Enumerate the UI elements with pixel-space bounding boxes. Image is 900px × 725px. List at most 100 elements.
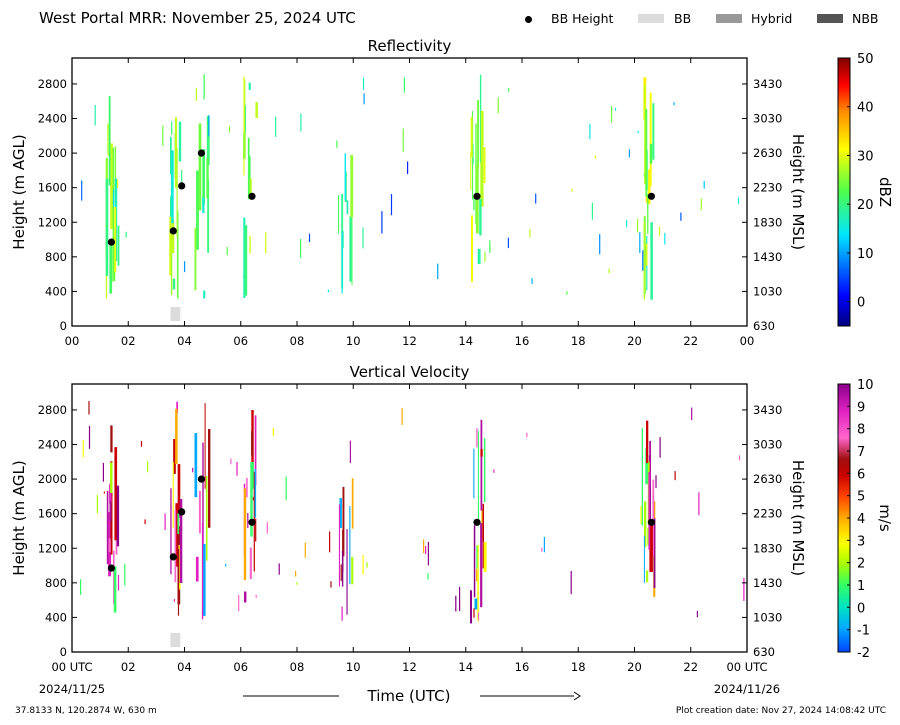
echo-speckle [698, 492, 700, 516]
bb-height-point [169, 227, 177, 235]
echo-streak [652, 479, 655, 557]
x-tick-label: 00 UTC [726, 660, 767, 674]
x-tick-label: 00 UTC [51, 660, 92, 674]
echo-speckle [103, 491, 105, 494]
bb-height-point [197, 475, 205, 483]
echo-speckle [628, 149, 630, 158]
echo-streak [202, 442, 204, 544]
echo-streak [477, 248, 481, 264]
colorbar-tick-label: 10 [857, 378, 874, 393]
y-tick-label: 400 [45, 610, 67, 624]
end-date-label: 2024/11/26 [714, 682, 780, 696]
echo-streak [476, 545, 478, 569]
colorbar-label: dBZ [876, 177, 894, 207]
echo-speckle [640, 505, 642, 524]
echo-streak [203, 74, 205, 100]
echo-streak [473, 448, 475, 499]
echo-speckle [476, 568, 478, 582]
y-tick-label: 0 [60, 319, 67, 333]
echo-streak [255, 102, 258, 118]
echo-speckle [626, 220, 628, 228]
colorbar-tick-label: 0 [857, 296, 865, 311]
bb-height-point [473, 192, 481, 200]
echo-speckle [296, 582, 298, 585]
echo-speckle [124, 563, 126, 586]
x-tick-label: 10 [346, 660, 361, 674]
bb-height-point [178, 508, 186, 516]
echo-streak [177, 549, 180, 616]
hybrid-legend-swatch [716, 14, 742, 23]
echo-streak [174, 117, 178, 188]
echo-streak [478, 612, 480, 621]
colorbar-tick-label: -2 [857, 646, 870, 661]
echo-speckle [94, 105, 96, 126]
echo-speckle [658, 226, 661, 237]
x-tick-label: 10 [346, 334, 361, 348]
echo-speckle [164, 513, 166, 530]
echo-streak [341, 230, 343, 294]
x-tick-label: 14 [458, 660, 473, 674]
echo-speckle [526, 432, 528, 438]
colorbar-tick-label: 9 [857, 400, 865, 415]
start-date-label: 2024/11/25 [39, 682, 105, 696]
echo-speckle [329, 531, 331, 553]
echo-streak [646, 570, 649, 583]
echo-streak [204, 403, 206, 489]
y-axis-label: Height (m AGL) [10, 134, 28, 249]
echo-streak [346, 200, 349, 215]
echo-streak [470, 116, 473, 158]
bb-height-point [178, 182, 186, 190]
echo-speckle [589, 123, 591, 140]
echo-streak [170, 230, 173, 296]
echo-speckle [639, 232, 641, 253]
y-right-tick-label: 1030 [753, 610, 782, 624]
echo-speckle [664, 232, 666, 245]
echo-streak [109, 242, 113, 294]
echo-speckle [140, 440, 143, 447]
colorbar-tick-label: 2 [857, 557, 865, 572]
echo-streak [477, 100, 479, 170]
echo-speckle [285, 476, 287, 501]
echo-field [81, 74, 740, 300]
echo-speckle [236, 461, 238, 476]
echo-speckle [423, 539, 425, 554]
x-tick-label: 14 [458, 334, 473, 348]
nbb-legend-label: NBB [852, 11, 879, 26]
echo-speckle [508, 88, 510, 92]
echo-speckle [362, 555, 364, 575]
colorbar-label: m/s [876, 504, 894, 532]
echo-streak [171, 121, 173, 136]
echo-speckle [655, 475, 657, 489]
echo-streak [208, 429, 211, 528]
echo-streak [650, 222, 653, 300]
echo-streak [206, 476, 208, 561]
echo-streak [351, 478, 354, 529]
echo-speckle [643, 172, 645, 177]
echo-speckle [81, 180, 83, 201]
echo-streak [247, 137, 250, 200]
y-right-tick-label: 1830 [753, 541, 782, 555]
echo-speckle [737, 197, 740, 204]
echo-speckle [173, 599, 175, 602]
echo-speckle [113, 189, 115, 207]
echo-streak [248, 82, 251, 90]
echo-streak [194, 433, 198, 498]
echo-streak [179, 499, 183, 583]
y-right-tick-label: 630 [753, 645, 775, 659]
echo-speckle [117, 179, 119, 189]
echo-streak [108, 538, 111, 553]
echo-streak [244, 591, 247, 603]
colorbar-tick-label: 5 [857, 490, 865, 505]
echo-streak [114, 447, 118, 541]
bb-height-point [647, 192, 656, 200]
echo-streak [112, 237, 116, 282]
echo-streak [202, 197, 205, 214]
echo-speckle [208, 115, 210, 137]
echo-streak [109, 483, 112, 504]
echo-speckle [659, 437, 661, 458]
echo-speckle [647, 527, 649, 546]
bb-height-point [647, 518, 656, 526]
echo-streak [254, 468, 257, 518]
echo-streak [641, 428, 643, 526]
echo-streak [177, 513, 180, 535]
